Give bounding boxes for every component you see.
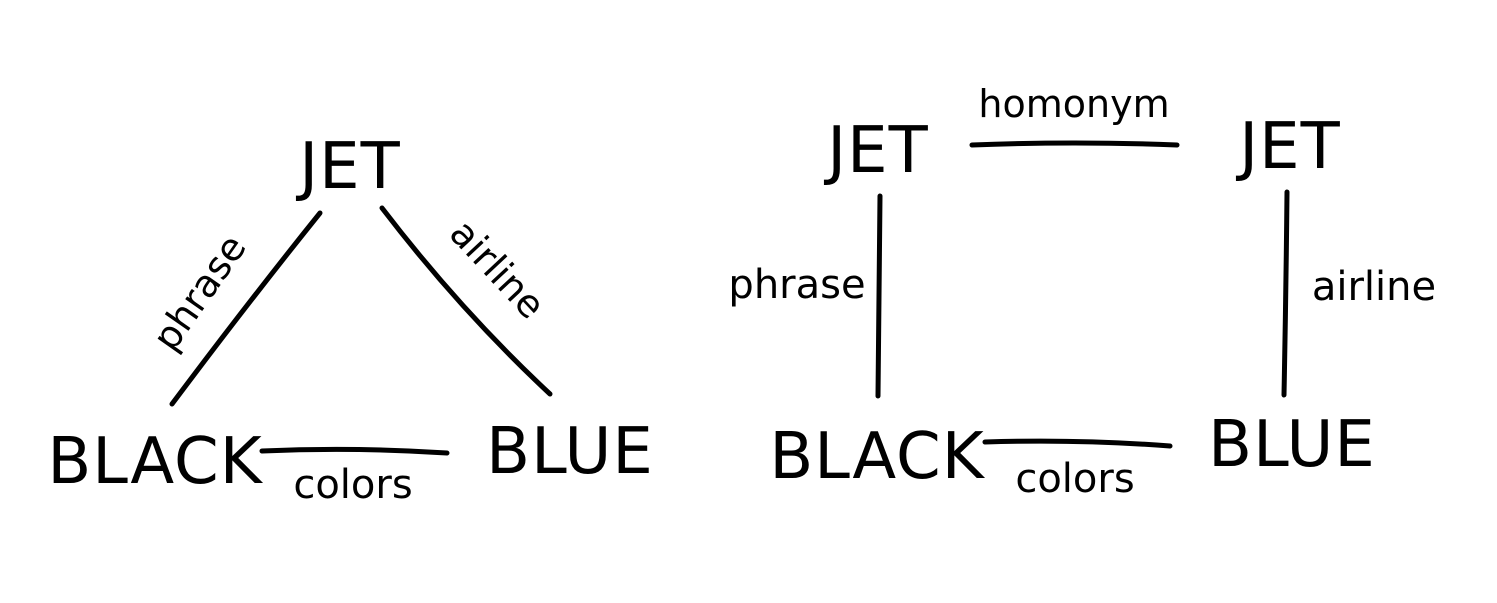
edge-line-airline [1281,189,1290,398]
node-blue: BLUE [1208,408,1376,482]
edge-label-colors: colors [1015,456,1134,502]
edge-line-phrase [875,193,883,399]
edge-label-airline: airline [441,211,554,327]
edge-line-homonym [969,140,1180,148]
square-diagram: JET JET BLACK BLUE homonym phrase airlin… [728,82,1436,502]
edge-label-phrase: phrase [144,227,255,359]
triangle-diagram: JET BLACK BLUE phrase airline colors [47,130,654,508]
edge-line-airline [379,205,553,397]
node-black: BLACK [47,425,263,499]
node-jet-right: JET [1235,110,1340,184]
node-blue: BLUE [486,415,654,489]
node-jet: JET [295,130,400,204]
edge-label-phrase: phrase [728,262,865,308]
edge-line-phrase [169,210,323,407]
node-black: BLACK [769,420,985,494]
edge-label-airline: airline [1312,264,1436,310]
edge-line-colors [259,446,450,456]
edge-line-colors [982,438,1173,449]
edge-label-colors: colors [293,462,412,508]
node-jet-left: JET [823,114,928,188]
edge-label-homonym: homonym [978,82,1169,126]
